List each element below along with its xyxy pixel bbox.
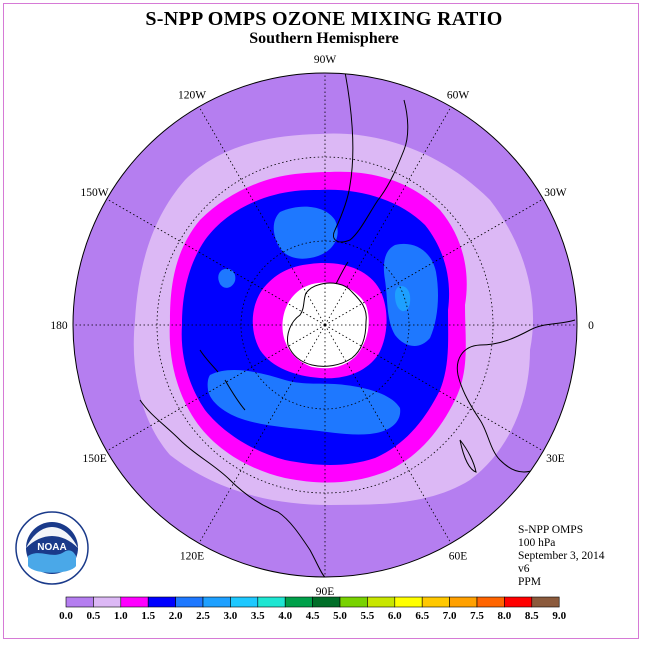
colorbar-label: 6.0 (388, 610, 402, 622)
coastline-antarctica (287, 282, 367, 367)
longitude-label: 180 (50, 320, 68, 332)
coastline-madagascar (459, 439, 477, 473)
ozone-field-2.0-east (383, 243, 438, 346)
figure-frame (3, 3, 639, 639)
colorbar-swatch (147, 596, 176, 608)
info-version: v6 (518, 563, 530, 575)
coastlines (139, 73, 576, 577)
ozone-field-2.0-south (207, 370, 401, 435)
colorbar-label: 8.0 (498, 610, 512, 622)
colorbar: 0.0 0.5 1.0 1.5 2.0 2.5 3.0 3.5 4.0 4.5 5.0 5.5 6.0 6… (59, 596, 567, 622)
colorbar-swatch (120, 596, 149, 608)
longitude-label: 30W (544, 187, 567, 199)
map-boundary (72, 72, 578, 578)
colorbar-swatch (394, 596, 423, 608)
colorbar-label: 5.5 (361, 610, 375, 622)
colorbar-label: 2.5 (196, 610, 210, 622)
longitude-label: 90W (314, 54, 337, 66)
noaa-logo-text: NOAA (37, 542, 66, 553)
colorbar-swatch (531, 596, 560, 608)
ozone-field-2.0-west (273, 206, 338, 259)
longitude-label: 60E (449, 550, 468, 562)
colorbar-label: 1.0 (114, 610, 128, 622)
colorbar-label: 5.0 (333, 610, 347, 622)
map-title: S-NPP OMPS OZONE MIXING RATIO (145, 8, 503, 30)
map-subtitle: Southern Hemisphere (249, 30, 399, 47)
longitude-label: 150E (82, 453, 106, 465)
colorbar-label: 4.5 (306, 610, 320, 622)
colorbar-swatch (476, 596, 505, 608)
longitude-label: 120W (178, 90, 206, 102)
colorbar-swatch (93, 596, 122, 608)
longitude-label: 120E (180, 550, 204, 562)
ozone-field-2.5 (395, 286, 411, 312)
colorbar-swatch (421, 596, 450, 608)
ozone-contours (133, 133, 534, 505)
colorbar-swatch (65, 596, 94, 608)
coastline-south-america (333, 73, 409, 243)
longitude-label: 90E (316, 586, 335, 598)
longitude-label: 0 (588, 320, 594, 332)
colorbar-label: 8.5 (525, 610, 539, 622)
colorbar-swatch (312, 596, 341, 608)
colorbar-swatch (202, 596, 231, 608)
longitude-label: 150W (81, 187, 109, 199)
info-level: 100 hPa (518, 537, 556, 549)
colorbar-swatch (339, 596, 368, 608)
coastline-new-zealand (199, 349, 246, 411)
colorbar-swatch (284, 596, 313, 608)
longitude-labels: 90W 60W 30W 0 30E 60E 90E 120E 150E 180 150W 120W (50, 54, 594, 598)
colorbar-label: 2.0 (169, 610, 183, 622)
coastline-africa (456, 319, 576, 473)
colorbar-label: 4.0 (278, 610, 292, 622)
colorbar-swatch (175, 596, 204, 608)
colorbar-swatch (449, 596, 478, 608)
colorbar-label: 3.0 (224, 610, 238, 622)
colorbar-label: 1.5 (141, 610, 155, 622)
longitude-label: 30E (546, 453, 565, 465)
colorbar-swatch (504, 596, 533, 608)
info-date: September 3, 2014 (518, 550, 605, 562)
colorbar-swatch (230, 596, 259, 608)
colorbar-label: 7.5 (470, 610, 484, 622)
ozone-field-2.0-small (218, 268, 236, 288)
colorbar-swatch (367, 596, 396, 608)
info-instrument: S-NPP OMPS (518, 524, 584, 536)
coastline-antarctic-peninsula (335, 261, 349, 285)
colorbar-label: 9.0 (552, 610, 566, 622)
colorbar-label: 0.5 (87, 610, 101, 622)
noaa-logo: NOAA (15, 511, 89, 585)
colorbar-label: 3.5 (251, 610, 265, 622)
south-pole-marker (323, 323, 327, 327)
colorbar-swatch (257, 596, 286, 608)
info-units: PPM (518, 576, 542, 588)
longitude-label: 60W (447, 90, 470, 102)
coastline-australia (139, 399, 326, 577)
graticule (73, 73, 577, 577)
colorbar-label: 7.0 (443, 610, 457, 622)
colorbar-label: 6.5 (415, 610, 429, 622)
colorbar-label: 0.0 (59, 610, 73, 622)
info-block: S-NPP OMPS 100 hPa September 3, 2014 v6 … (518, 524, 605, 589)
